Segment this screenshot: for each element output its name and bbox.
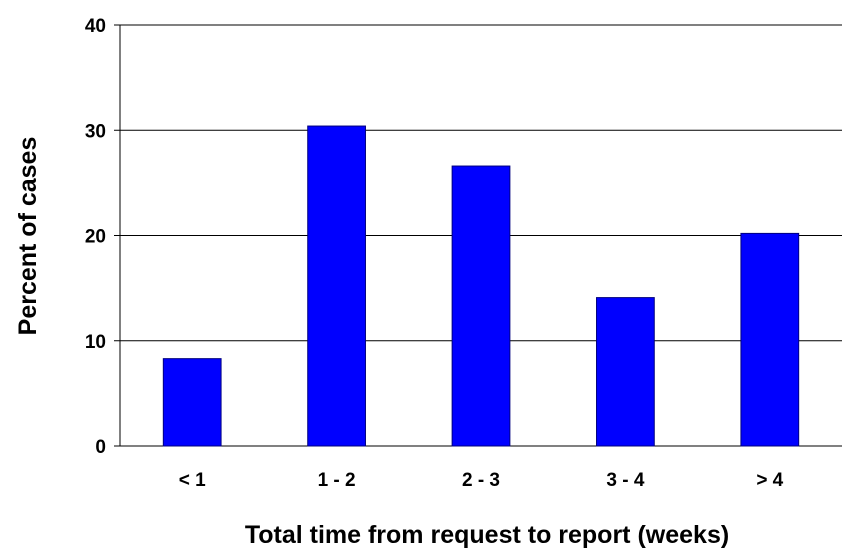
x-tick-label: 1 - 2 [318, 470, 356, 491]
bar [451, 165, 511, 447]
y-axis-ticks: 0 10 20 30 40 [85, 16, 120, 458]
y-tick-label: 40 [85, 16, 106, 37]
bars [162, 125, 800, 447]
bar [740, 232, 800, 447]
y-tick-label: 0 [95, 437, 106, 458]
y-tick-label: 30 [85, 121, 106, 142]
x-tick-label: 3 - 4 [606, 470, 644, 491]
x-tick-label: < 1 [179, 470, 206, 491]
y-tick-label: 20 [85, 227, 106, 248]
y-axis-title: Percent of cases [14, 137, 42, 336]
x-axis-ticks: < 1 1 - 2 2 - 3 3 - 4 > 4 [179, 470, 784, 491]
x-tick-label: 2 - 3 [462, 470, 500, 491]
bar [596, 297, 655, 447]
x-tick-label: > 4 [756, 470, 783, 491]
bar [162, 358, 222, 447]
y-tick-label: 10 [85, 332, 106, 353]
bar [307, 125, 366, 447]
x-axis-title: Total time from request to report (weeks… [245, 521, 729, 549]
